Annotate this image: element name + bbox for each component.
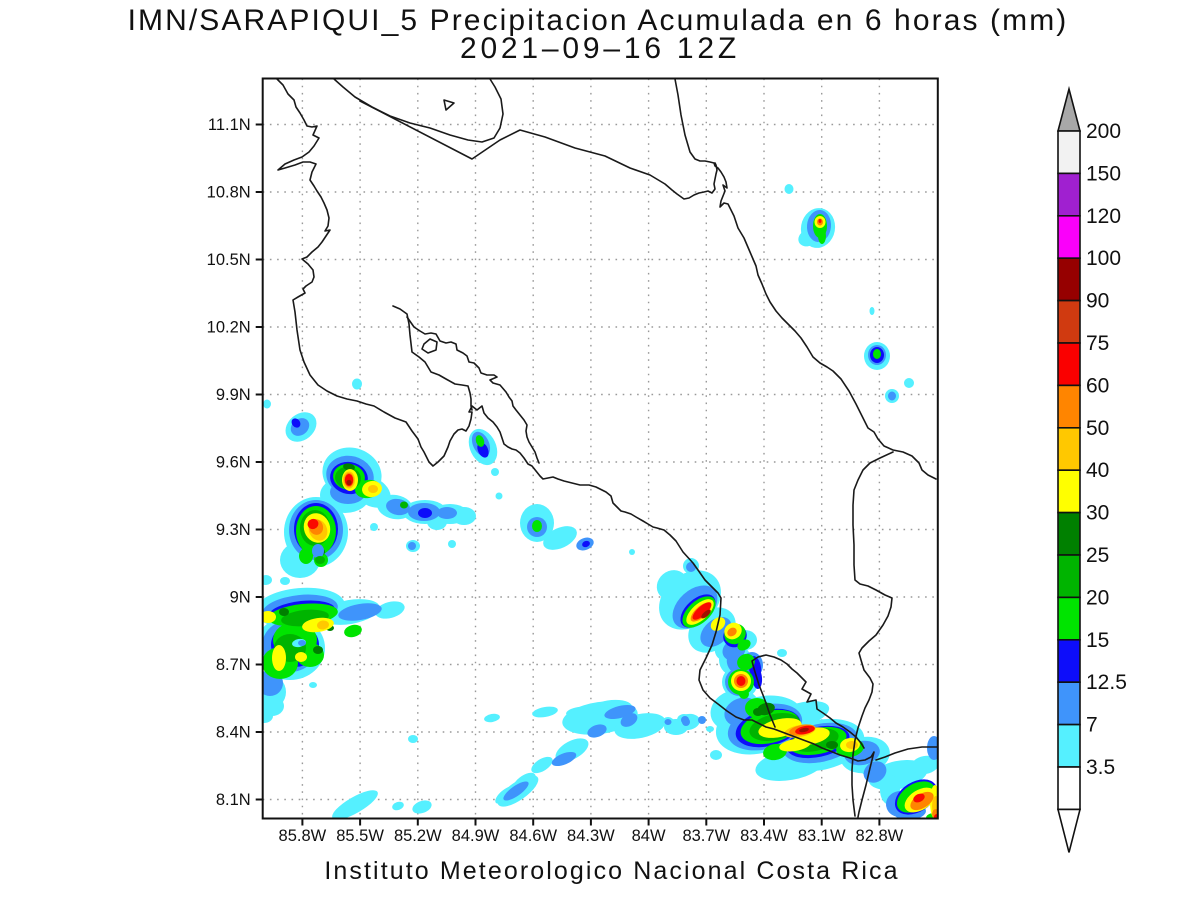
svg-text:85.8W: 85.8W xyxy=(279,827,327,845)
svg-text:83.7W: 83.7W xyxy=(682,827,730,845)
svg-text:84.9W: 84.9W xyxy=(452,827,500,845)
svg-text:82.8W: 82.8W xyxy=(856,827,904,845)
svg-text:IMN/SARAPIQUI_5 Precipitacion: IMN/SARAPIQUI_5 Precipitacion Acumulada … xyxy=(128,4,1069,37)
svg-text:150: 150 xyxy=(1086,162,1121,185)
svg-text:50: 50 xyxy=(1086,417,1109,440)
svg-text:8.1N: 8.1N xyxy=(216,791,251,809)
svg-text:10.2N: 10.2N xyxy=(207,319,251,337)
svg-text:9.3N: 9.3N xyxy=(216,521,251,539)
svg-text:9.9N: 9.9N xyxy=(216,386,251,404)
svg-text:25: 25 xyxy=(1086,544,1109,567)
svg-text:83.4W: 83.4W xyxy=(740,827,788,845)
svg-text:200: 200 xyxy=(1086,120,1121,143)
svg-text:120: 120 xyxy=(1086,205,1121,228)
svg-text:84W: 84W xyxy=(632,827,666,845)
svg-text:12.5: 12.5 xyxy=(1086,671,1127,694)
svg-text:84.3W: 84.3W xyxy=(567,827,615,845)
svg-text:3.5: 3.5 xyxy=(1086,756,1115,779)
svg-text:40: 40 xyxy=(1086,459,1109,482)
svg-text:8.7N: 8.7N xyxy=(216,656,251,674)
svg-text:15: 15 xyxy=(1086,629,1109,652)
svg-text:60: 60 xyxy=(1086,374,1109,397)
svg-text:11.1N: 11.1N xyxy=(208,116,251,134)
svg-text:83.1W: 83.1W xyxy=(798,827,846,845)
svg-text:84.6W: 84.6W xyxy=(509,827,557,845)
svg-text:20: 20 xyxy=(1086,586,1109,609)
svg-text:100: 100 xyxy=(1086,247,1121,270)
svg-text:75: 75 xyxy=(1086,332,1109,355)
svg-text:8.4N: 8.4N xyxy=(216,724,251,742)
svg-text:9N: 9N xyxy=(230,589,251,607)
svg-text:85.5W: 85.5W xyxy=(336,827,384,845)
svg-text:85.2W: 85.2W xyxy=(394,827,442,845)
svg-text:7: 7 xyxy=(1086,714,1098,737)
svg-text:30: 30 xyxy=(1086,502,1109,525)
svg-text:10.8N: 10.8N xyxy=(207,184,251,202)
svg-text:90: 90 xyxy=(1086,290,1109,313)
svg-text:Instituto Meteorologico Nacion: Instituto Meteorologico Nacional Costa R… xyxy=(324,857,899,885)
svg-text:9.6N: 9.6N xyxy=(216,454,251,472)
svg-text:10.5N: 10.5N xyxy=(207,251,251,269)
svg-text:2021–09–16 12Z: 2021–09–16 12Z xyxy=(460,32,740,65)
